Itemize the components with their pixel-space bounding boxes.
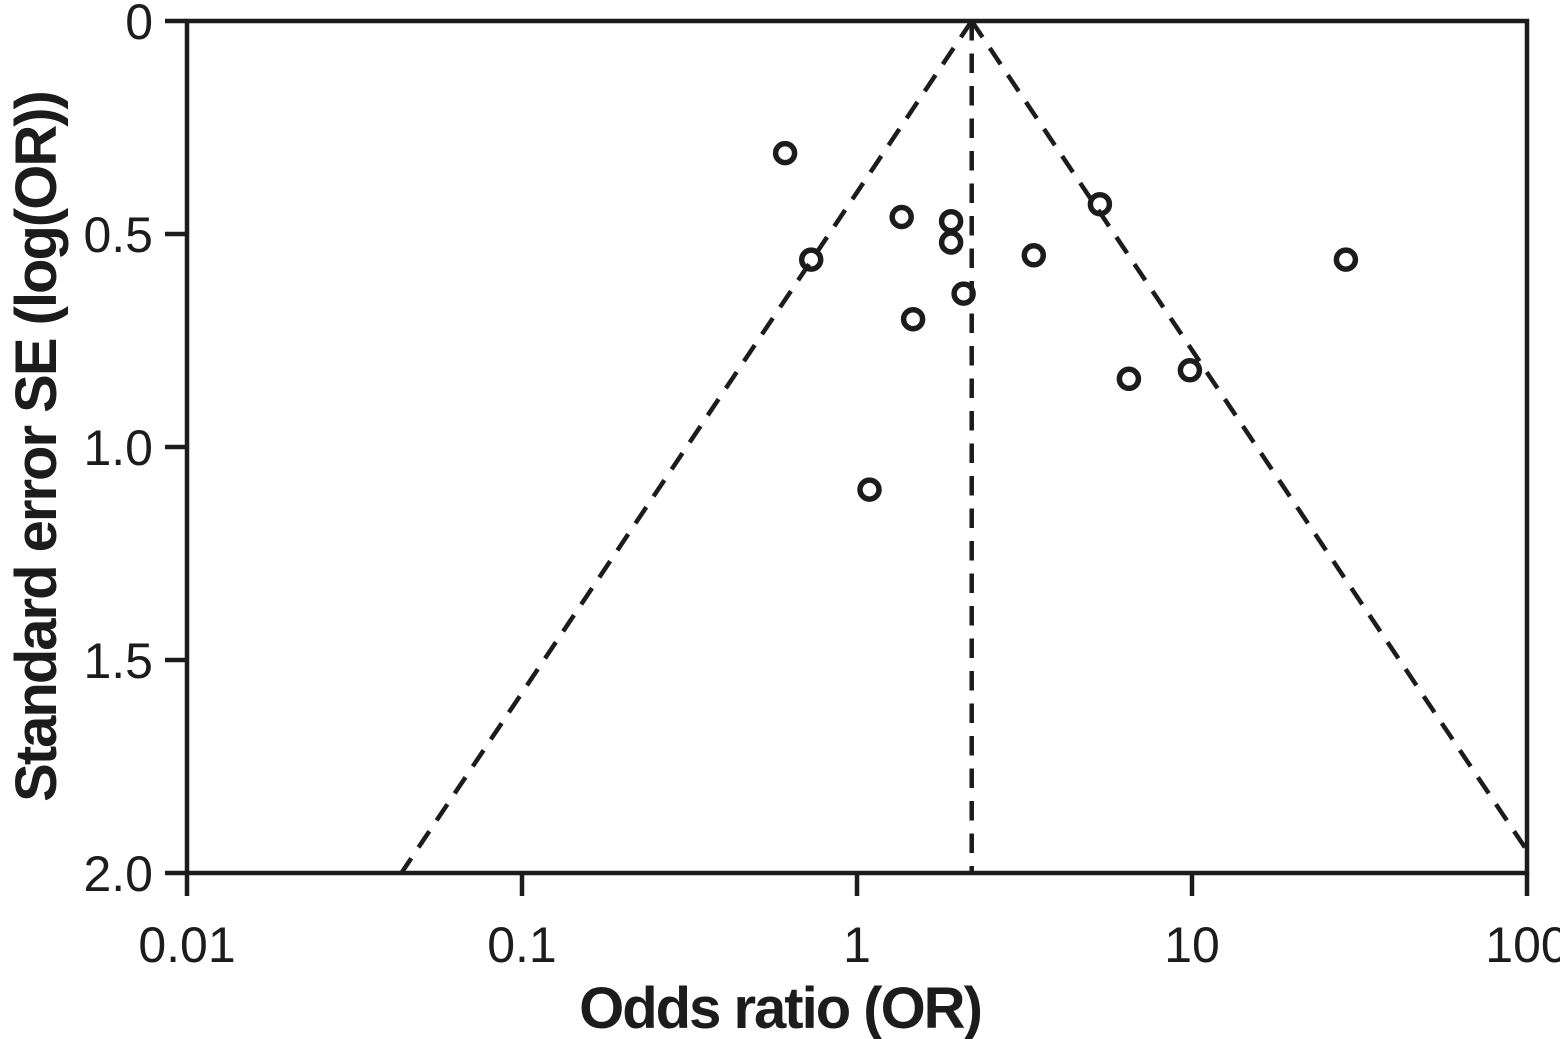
y-tick-label: 0.5: [83, 207, 153, 263]
x-tick-label: 0.01: [138, 917, 235, 973]
y-tick-label: 1.5: [83, 633, 153, 689]
y-tick-label: 2.0: [83, 846, 153, 902]
data-point: [889, 204, 914, 230]
y-axis-title: Standard error SE (log(OR)): [4, 92, 69, 802]
data-point: [1177, 358, 1203, 383]
funnel-right-boundary-line: [969, 21, 1527, 855]
y-tick-label: 0: [125, 0, 153, 50]
plot-frame: [184, 18, 1530, 876]
data-point: [1087, 191, 1113, 217]
data-point: [857, 477, 882, 502]
data-point: [951, 281, 976, 306]
x-tick-label: 10: [1164, 917, 1220, 973]
x-tick-label: 0.1: [487, 917, 557, 973]
x-tick-label: 100: [1485, 917, 1560, 973]
y-tick-label: 1.0: [83, 420, 153, 476]
data-point: [772, 140, 798, 166]
funnel-lines-layer: [399, 21, 1527, 873]
data-point: [900, 306, 926, 332]
data-point: [938, 208, 964, 234]
data-point: [1333, 247, 1359, 272]
data-point: [1116, 366, 1142, 392]
data-point: [938, 230, 964, 255]
funnel-left-boundary-line: [399, 21, 974, 873]
plot-generated-layer: 0.01 0.1 1 10 100 0 0.5 1.0 1.5 2.0: [83, 0, 1560, 973]
x-axis-title: Odds ratio (OR): [579, 976, 981, 1039]
data-point: [798, 247, 824, 272]
data-point: [1021, 243, 1047, 268]
x-tick-label: 1: [843, 917, 871, 973]
